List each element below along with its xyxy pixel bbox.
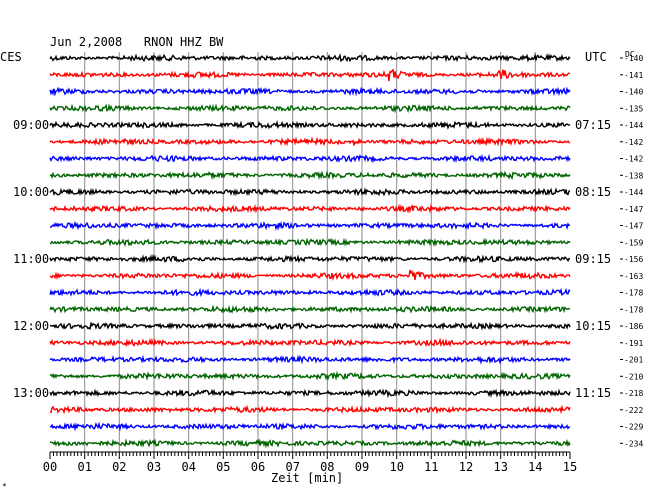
- dc-offset-label: -201: [624, 356, 643, 365]
- x-tick-label-04: 04: [181, 460, 195, 474]
- trace-6: [49, 153, 571, 164]
- dc-offset-label: -135: [624, 104, 643, 113]
- left-hour-label: 09:00: [13, 118, 49, 132]
- x-tick-label-02: 02: [112, 460, 126, 474]
- x-tick-label-05: 05: [216, 460, 230, 474]
- x-tick-label-09: 09: [355, 460, 369, 474]
- left-hour-label: 12:00: [13, 319, 49, 333]
- dc-offset-label: -144: [624, 188, 643, 197]
- trace-2: [49, 86, 571, 97]
- right-hour-label: 08:15: [575, 185, 611, 199]
- seismic-traces: [49, 53, 571, 449]
- trace-3: [49, 103, 571, 114]
- trace-19: [49, 370, 571, 381]
- x-tick-label-11: 11: [424, 460, 438, 474]
- header-right-timezone: UTC: [585, 50, 607, 64]
- dc-offset-label: -142: [624, 155, 643, 164]
- trace-12: [49, 253, 571, 264]
- dc-offset-label: -147: [624, 222, 643, 231]
- trace-14: [49, 287, 571, 298]
- x-tick-label-03: 03: [147, 460, 161, 474]
- right-hour-label: 10:15: [575, 319, 611, 333]
- time-axis: 00 01 02 03 04 05 06 07 08 09 10 11 12 13 14 15: [43, 451, 577, 474]
- right-hour-label: 11:15: [575, 386, 611, 400]
- dc-offset-label: -159: [624, 238, 643, 247]
- dc-offset-label: -178: [624, 305, 643, 314]
- left-hour-label: 10:00: [13, 185, 49, 199]
- dc-offset-label: -156: [624, 255, 643, 264]
- footnote-mark: *: [2, 482, 7, 491]
- trace-18: [49, 354, 571, 365]
- trace-13: [49, 269, 571, 282]
- trace-23: [49, 438, 571, 449]
- x-tick-label-06: 06: [251, 460, 265, 474]
- minute-gridlines: [84, 52, 536, 452]
- x-tick-label-08: 08: [320, 460, 334, 474]
- dc-offset-label: -140: [624, 54, 643, 63]
- left-hour-label: 11:00: [13, 252, 49, 266]
- dc-offset-label: -178: [624, 289, 643, 298]
- dc-offset-label: -144: [624, 121, 643, 130]
- trace-21: [49, 404, 571, 415]
- dc-offset-label: -234: [624, 439, 643, 448]
- x-axis-label: Zeit [min]: [271, 471, 343, 485]
- x-tick-label-00: 00: [43, 460, 57, 474]
- x-tick-label-10: 10: [389, 460, 403, 474]
- x-tick-label-12: 12: [459, 460, 473, 474]
- right-hour-label: 09:15: [575, 252, 611, 266]
- trace-16: [49, 321, 571, 331]
- trace-5: [49, 136, 571, 147]
- dc-offset-label: -229: [624, 423, 643, 432]
- dc-label: DC: [625, 50, 635, 59]
- trace-7: [49, 170, 571, 181]
- trace-22: [49, 421, 571, 432]
- trace-10: [49, 220, 571, 231]
- dc-offset-label: -163: [624, 272, 643, 281]
- dc-offset-label: -147: [624, 205, 643, 214]
- dc-offset-label: -210: [624, 372, 643, 381]
- trace-8: [49, 186, 571, 197]
- x-tick-label-13: 13: [493, 460, 507, 474]
- dc-offset-label: -138: [624, 171, 643, 180]
- dc-offset-label: -142: [624, 138, 643, 147]
- x-tick-label-15: 15: [563, 460, 577, 474]
- right-hour-label: 07:15: [575, 118, 611, 132]
- trace-17: [49, 337, 571, 348]
- trace-4: [49, 119, 571, 130]
- dc-offset-label: -191: [624, 339, 643, 348]
- trace-0: [49, 53, 571, 63]
- trace-1: [49, 68, 571, 82]
- header-left-timezone: CES: [0, 50, 22, 64]
- trace-15: [49, 304, 571, 314]
- x-tick-label-14: 14: [528, 460, 542, 474]
- x-tick-label-07: 07: [285, 460, 299, 474]
- dc-offset-label: -186: [624, 322, 643, 331]
- dc-offset-label: -218: [624, 389, 643, 398]
- chart-labels: Jun 2,2008 RNON HHZ BW CES UTC DC Zeit […: [0, 35, 643, 491]
- trace-9: [49, 203, 571, 214]
- dc-offset-label: -141: [624, 71, 643, 80]
- dc-offset-label: -140: [624, 88, 643, 97]
- trace-11: [49, 237, 571, 247]
- x-tick-label-01: 01: [77, 460, 91, 474]
- chart-title: Jun 2,2008 RNON HHZ BW: [50, 35, 224, 49]
- dc-offset-label: -222: [624, 406, 643, 415]
- left-hour-label: 13:00: [13, 386, 49, 400]
- trace-20: [49, 388, 571, 399]
